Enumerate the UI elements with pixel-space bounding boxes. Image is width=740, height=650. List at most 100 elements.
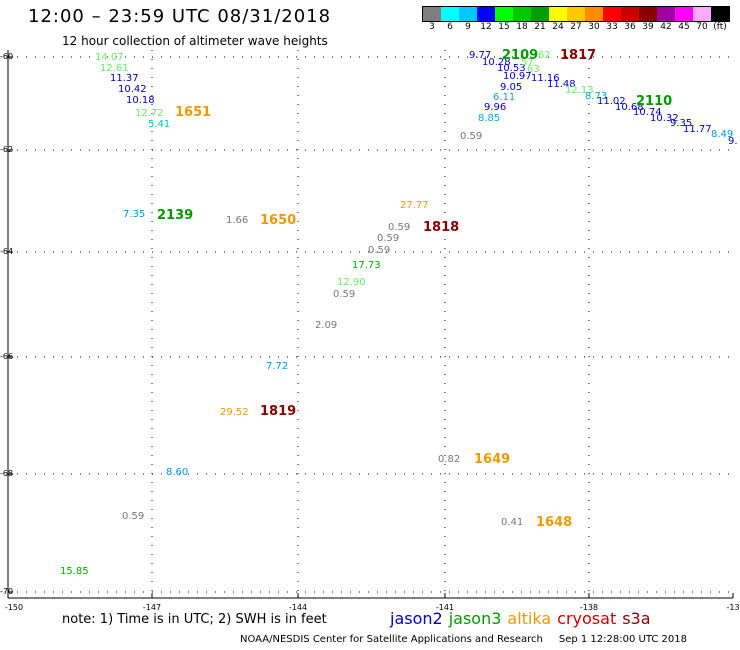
wave-height-label: 0.59: [460, 131, 483, 142]
wave-height-label: 5.41: [148, 119, 171, 130]
color-scale-cell: [693, 7, 711, 21]
color-scale-label: 9: [465, 22, 471, 32]
wave-height-label: 6.11: [493, 92, 516, 103]
wave-height-label: 7.35: [123, 209, 146, 220]
wave-height-label: 8.73: [585, 91, 608, 102]
legend-entry-s3a: s3a: [622, 609, 651, 628]
wave-height-label: 12.90: [337, 277, 366, 288]
color-scale-cell: [423, 7, 441, 21]
color-scale-cell: [495, 7, 513, 21]
color-scale-cell: [441, 7, 459, 21]
legend-entry-cryosat: cryosat: [557, 609, 617, 628]
pass-time-label: 1818: [423, 220, 460, 235]
color-scale-label: 33: [606, 22, 618, 32]
wave-height-label: 8.85: [478, 113, 501, 124]
color-scale-cell: [603, 7, 621, 21]
pass-time-label: 2139: [157, 208, 194, 223]
wave-height-label: 9.05: [500, 82, 523, 93]
color-scale-cell: [639, 7, 657, 21]
wave-height-label: 8.60: [166, 467, 189, 478]
wave-height-label: 1.66: [226, 215, 249, 226]
longitude-label: -138: [579, 603, 599, 612]
wave-height-label: 0.59: [368, 245, 391, 256]
footer-note: note: 1) Time is in UTC; 2) SWH is in fe…: [62, 612, 327, 627]
wave-height-label: 10.97: [503, 71, 532, 82]
color-scale-label: 21: [534, 22, 546, 32]
color-scale-cell: [567, 7, 585, 21]
wave-height-label: 2.09: [315, 320, 338, 331]
wave-height-label: 14.07: [95, 52, 124, 63]
wave-height-label: 8.49: [711, 129, 734, 140]
color-scale-cell: [549, 7, 567, 21]
color-scale-cell: [513, 7, 531, 21]
color-scale-cell: [585, 7, 603, 21]
color-scale-label: 45: [678, 22, 690, 32]
pass-time-label: 2110: [636, 94, 673, 109]
color-scale-label: 15: [498, 22, 510, 32]
color-scale-label: 3: [429, 22, 435, 32]
wave-height-label: 10.42: [118, 84, 147, 95]
wave-height-label: 9.: [728, 136, 738, 147]
latitude-label: -68: [0, 469, 14, 478]
color-scale-label: 39: [642, 22, 654, 32]
wave-height-label: 0.59: [388, 222, 411, 233]
latitude-label: -60: [0, 52, 14, 61]
wave-height-label: 17.73: [352, 260, 381, 271]
wave-height-label: 0.41: [501, 517, 524, 528]
wave-height-label: 11.16: [531, 73, 560, 84]
pass-time-label: 1650: [260, 213, 297, 228]
pass-time-label: 1648: [536, 515, 573, 530]
wave-height-label: 12.72: [135, 108, 164, 119]
wave-height-label: 27.77: [400, 200, 429, 211]
satellite-legend: jason2 jason3 altika cryosat s3a: [390, 609, 657, 628]
wave-height-label: 11.77: [683, 124, 712, 135]
wave-height-label: 12.13: [565, 85, 594, 96]
color-scale-cell: [459, 7, 477, 21]
color-scale-bar: [422, 6, 730, 22]
pass-time-label: 1819: [260, 404, 297, 419]
wave-height-label: 9.77: [469, 50, 492, 61]
pass-time-label: 1817: [560, 48, 597, 63]
color-scale-cell: [531, 7, 549, 21]
color-scale-label: 6: [447, 22, 453, 32]
wave-height-label: 10.74: [633, 107, 662, 118]
color-scale-label: 42: [660, 22, 672, 32]
longitude-label: -144: [288, 603, 308, 612]
color-scale-label: (ft): [713, 22, 727, 32]
color-scale-cell: [477, 7, 495, 21]
color-scale-label: 27: [570, 22, 582, 32]
wave-height-label: 29.52: [220, 407, 249, 418]
latitude-label: -64: [0, 247, 14, 256]
longitude-label: -150: [4, 603, 24, 612]
wave-height-label: 10.28: [482, 57, 511, 68]
wave-height-label: 11.02: [597, 96, 626, 107]
wave-height-label: 0.59: [122, 511, 145, 522]
credit-line: NOAA/NESDIS Center for Satellite Applica…: [240, 634, 687, 645]
longitude-label: -141: [435, 603, 455, 612]
wave-height-label: 9.35: [670, 118, 693, 129]
wave-height-label: 11.37: [110, 73, 139, 84]
wave-height-label: 15.85: [60, 566, 89, 577]
color-scale-label: 18: [516, 22, 528, 32]
credit-text: NOAA/NESDIS Center for Satellite Applica…: [240, 634, 543, 645]
latitude-label: -66: [0, 352, 14, 361]
wave-height-label: 0.59: [377, 233, 400, 244]
map-title: 12:00 – 23:59 UTC 08/31/2018: [28, 6, 332, 27]
wave-height-label: 0.82: [438, 454, 461, 465]
latitude-label: -70: [0, 587, 14, 596]
wave-height-label: 9.96: [484, 102, 507, 113]
latitude-label: -62: [0, 145, 14, 154]
longitude-label: -13: [726, 603, 740, 612]
color-scale-label: 24: [552, 22, 564, 32]
longitude-label: -147: [142, 603, 162, 612]
pass-time-label: 1649: [474, 452, 511, 467]
wave-height-label: 10.32: [650, 113, 679, 124]
wave-height-label: 7.72: [266, 361, 289, 372]
color-scale-label: 12: [480, 22, 492, 32]
color-scale-label: 70: [696, 22, 708, 32]
wave-height-label: 10.53: [497, 63, 526, 74]
pass-time-label: 2109: [502, 48, 539, 63]
wave-height-label: 10.68: [615, 102, 644, 113]
wave-height-label: 0.59: [333, 289, 356, 300]
